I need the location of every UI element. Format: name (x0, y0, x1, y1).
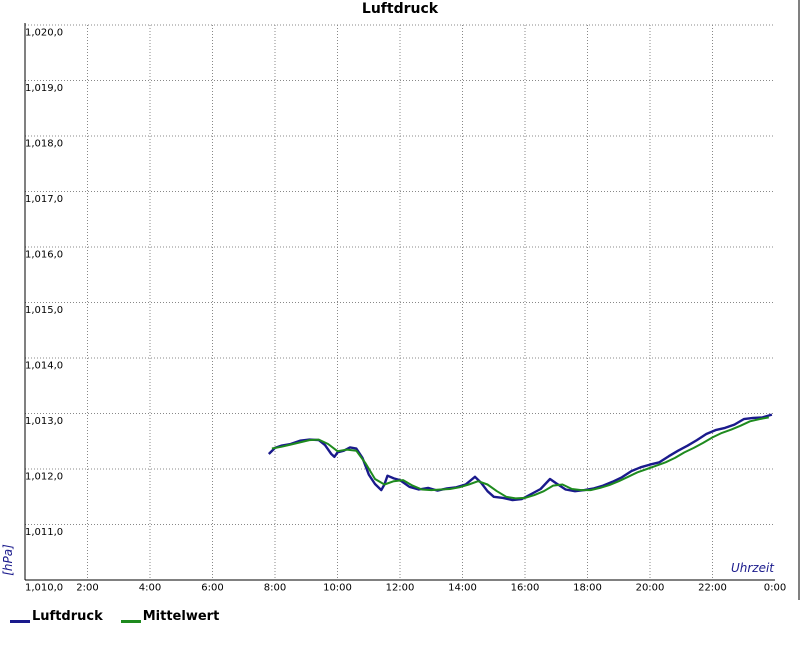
axes (24, 0, 800, 600)
legend-swatch-luftdruck (10, 620, 30, 623)
y-tick-label: 1,016,0 (25, 249, 63, 260)
y-tick-label: 1,014,0 (25, 360, 63, 371)
y-tick-label: 1,012,0 (25, 471, 63, 482)
y-tick-label: 1,011,0 (25, 527, 63, 538)
x-tick-label: 10:00 (323, 582, 352, 593)
x-tick-label: 14:00 (448, 582, 477, 593)
series-line-mittelwert (271, 416, 769, 500)
tick-labels: 2:00 4:00 6:00 8:00 10:00 12:00 14:00 16:00 18:0… (25, 27, 786, 593)
x-tick-label: 22:00 (698, 582, 727, 593)
series-lines (267, 413, 773, 502)
x-tick-label: 6:00 (201, 582, 223, 593)
x-tick-label: 18:00 (573, 582, 602, 593)
y-tick-label: 1,018,0 (25, 138, 63, 149)
y-tick-label: 1,013,0 (25, 416, 63, 427)
x-tick-label: 8:00 (264, 582, 286, 593)
y-tick-label: 1,010,0 (25, 582, 63, 593)
x-tick-label: 0:00 (764, 582, 786, 593)
x-tick-label: 20:00 (636, 582, 665, 593)
y-tick-label: 1,015,0 (25, 305, 63, 316)
chart-title: Luftdruck (362, 1, 439, 17)
legend: Luftdruck Mittelwert (10, 609, 237, 624)
x-tick-label: 12:00 (386, 582, 415, 593)
y-tick-label: 1,020,0 (25, 27, 63, 38)
y-tick-label: 1,017,0 (25, 194, 63, 205)
legend-label-mittelwert: Mittelwert (142, 609, 220, 624)
x-axis-label: Uhrzeit (731, 561, 775, 575)
x-tick-label: 2:00 (76, 582, 98, 593)
series-line-luftdruck (267, 413, 773, 502)
x-tick-label: 16:00 (511, 582, 540, 593)
legend-swatch-mittelwert (120, 620, 141, 623)
y-axis-label: [hPa] (1, 544, 15, 576)
x-tick-label: 4:00 (139, 582, 161, 593)
grid (25, 24, 775, 580)
y-tick-label: 1,019,0 (25, 83, 63, 94)
legend-item-mittelwert: Mittelwert (120, 609, 220, 624)
legend-item-luftdruck: Luftdruck (10, 609, 103, 624)
legend-label-luftdruck: Luftdruck (32, 609, 103, 624)
